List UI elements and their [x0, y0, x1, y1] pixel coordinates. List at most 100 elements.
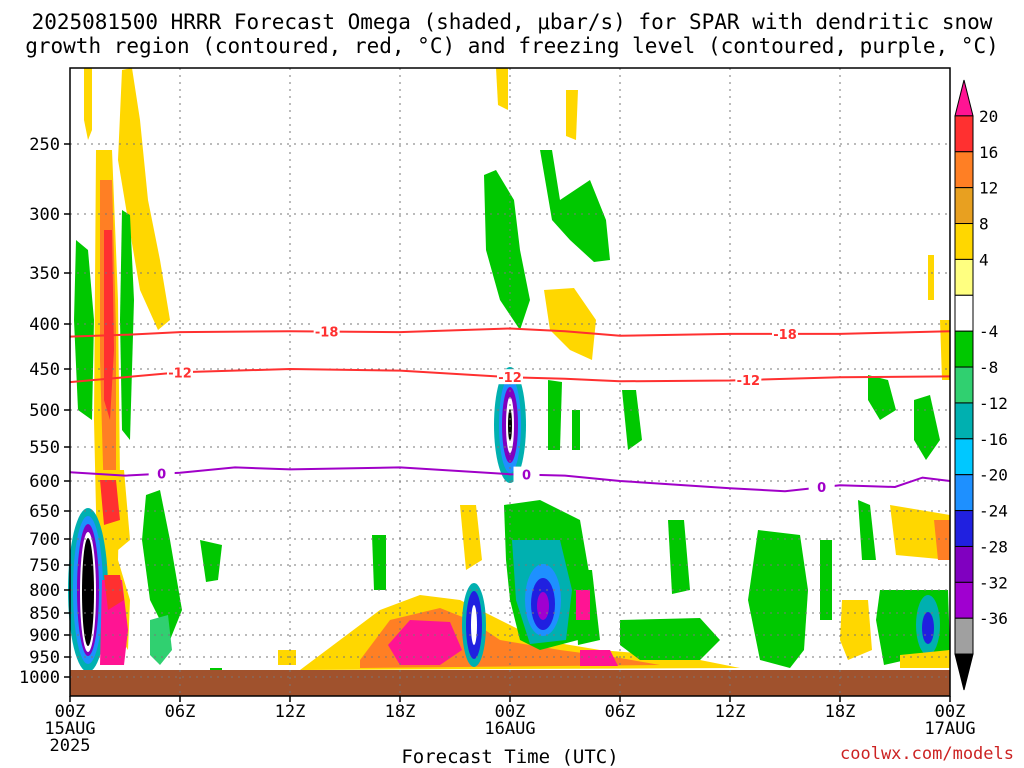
omega-region-red-left-low — [100, 480, 120, 525]
y-tick-label: 650 — [29, 502, 60, 522]
omega-region-yellow-right-bottom — [900, 650, 950, 668]
x-tick-label: 00Z — [935, 702, 966, 722]
colorbar-bin — [954, 510, 974, 547]
colorbar-label: 8 — [979, 215, 989, 234]
temperature-contours: -18 -18 -12 -12 -12 0 0 0 — [69, 323, 951, 496]
colorbar-bin — [954, 187, 974, 225]
omega-region-yellow-22z — [460, 505, 482, 570]
colorbar-bin — [954, 330, 974, 368]
y-tick-label: 500 — [29, 401, 60, 421]
y-tick-label: 700 — [29, 530, 60, 550]
omega-region-green-16aug-upper-2 — [540, 150, 610, 262]
y-tick-label: 900 — [29, 626, 60, 646]
omega-region-purple-02z — [537, 592, 549, 620]
contour-label-bg — [167, 364, 193, 380]
contour-label: -18 — [315, 326, 339, 341]
omega-region-green-16aug-mid-2 — [572, 410, 580, 450]
y-tick-label: 850 — [29, 604, 60, 624]
contour-label-bg — [513, 466, 540, 482]
contour-label-bg — [735, 371, 762, 387]
colorbar-top-triangle — [954, 79, 974, 117]
omega-region-black-core — [82, 538, 94, 646]
colorbar-label: 4 — [979, 250, 989, 269]
omega-region-green-21z-r — [868, 375, 896, 420]
colorbar-bin — [954, 366, 974, 404]
y-tick-label: 550 — [29, 438, 60, 458]
contour-label: -12 — [498, 371, 522, 386]
x-tick-label: 17AUG — [924, 719, 975, 739]
colorbar-label: -20 — [979, 466, 1008, 485]
colorbar-bin — [954, 115, 974, 153]
colorbar-bin — [954, 474, 974, 512]
omega-region-yellow-right-edge — [940, 320, 950, 380]
y-tick-label: 600 — [29, 472, 60, 492]
colorbar-label: 20 — [979, 107, 998, 126]
omega-region-yellow-left — [84, 68, 92, 140]
contour-label: 0 — [817, 481, 826, 496]
y-axis: 2503003504004505005506006507007508008509… — [19, 135, 70, 688]
omega-region-green-right-mid — [914, 395, 940, 460]
x-tick-label: 2025 — [50, 736, 91, 756]
contour-label: 0 — [157, 468, 166, 483]
contour-label: -12 — [168, 366, 192, 381]
colorbar-label: -4 — [979, 322, 998, 341]
omega-region-green-22z — [372, 535, 386, 590]
credit-text: coolwx.com/models — [840, 744, 1014, 764]
contour-label: 0 — [522, 469, 531, 484]
contour-line — [69, 327, 951, 338]
omega-region-orange-right-edge — [934, 520, 950, 560]
omega-region-yellow-18z — [840, 600, 872, 660]
omega-region-yellow-16aug-top — [496, 68, 508, 110]
y-tick-label: 400 — [29, 315, 60, 335]
colorbar-label: 16 — [979, 143, 998, 162]
omega-region-red-core — [104, 230, 114, 420]
omega-region-yellow-22z-r — [890, 505, 950, 560]
contour-label-bg — [148, 465, 175, 481]
colorbar-label: -36 — [979, 609, 1008, 628]
x-tick-label: 12Z — [715, 702, 746, 722]
x-tick-label: 06Z — [165, 702, 196, 722]
colorbar-bin — [954, 581, 974, 619]
chart-title-line-2: growth region (contoured, red, °C) and f… — [25, 34, 999, 58]
contour-label: -18 — [773, 328, 797, 343]
omega-region-green-left — [74, 240, 94, 420]
x-axis-title: Forecast Time (UTC) — [401, 746, 618, 768]
x-tick-label: 12Z — [275, 702, 306, 722]
omega-region-pink-low-band-2 — [580, 650, 618, 666]
chart-title-line-1: 2025081500 HRRR Forecast Omega (shaded, … — [32, 10, 993, 34]
colorbar-bin — [954, 294, 974, 332]
omega-region-blue-right — [922, 612, 934, 644]
y-tick-label: 450 — [29, 360, 60, 380]
x-tick-label: 06Z — [605, 702, 636, 722]
omega-region-red-left-b — [104, 575, 124, 610]
colorbar-label: -8 — [979, 358, 998, 377]
x-tick-label: 18Z — [385, 702, 416, 722]
omega-region-green-8z — [200, 540, 222, 582]
omega-region-green-left-2 — [120, 210, 134, 440]
colorbar: 20 16 12 8 4 -4 -8 -12 -16 -20 -24 -28 -32 -36 — [954, 79, 1008, 691]
y-tick-label: 750 — [29, 556, 60, 576]
colorbar-label: -32 — [979, 573, 1008, 592]
y-tick-label: 950 — [29, 648, 60, 668]
x-tick-label: 00Z — [495, 702, 526, 722]
colorbar-label: -28 — [979, 537, 1008, 556]
omega-region-teal-5z — [150, 615, 172, 665]
y-tick-label: 350 — [29, 264, 60, 284]
colorbar-label: -16 — [979, 430, 1008, 449]
x-tick-label: 16AUG — [484, 719, 535, 739]
y-tick-label: 1000 — [19, 668, 60, 688]
colorbar-bin — [954, 438, 974, 476]
colorbar-bin — [954, 617, 974, 655]
omega-region-green-20z — [858, 500, 876, 560]
omega-region-yellow-16aug-mid — [544, 288, 596, 360]
x-tick-label: 00Z — [55, 702, 86, 722]
omega-shading — [68, 68, 950, 672]
colorbar-label: -12 — [979, 394, 1008, 413]
colorbar-bin — [954, 402, 974, 440]
contour-label-bg — [808, 479, 835, 495]
omega-region-green-6z-low — [620, 618, 720, 660]
omega-region-white-21z — [471, 605, 477, 645]
y-tick-label: 250 — [29, 135, 60, 155]
omega-region-pink-04z — [576, 590, 590, 620]
